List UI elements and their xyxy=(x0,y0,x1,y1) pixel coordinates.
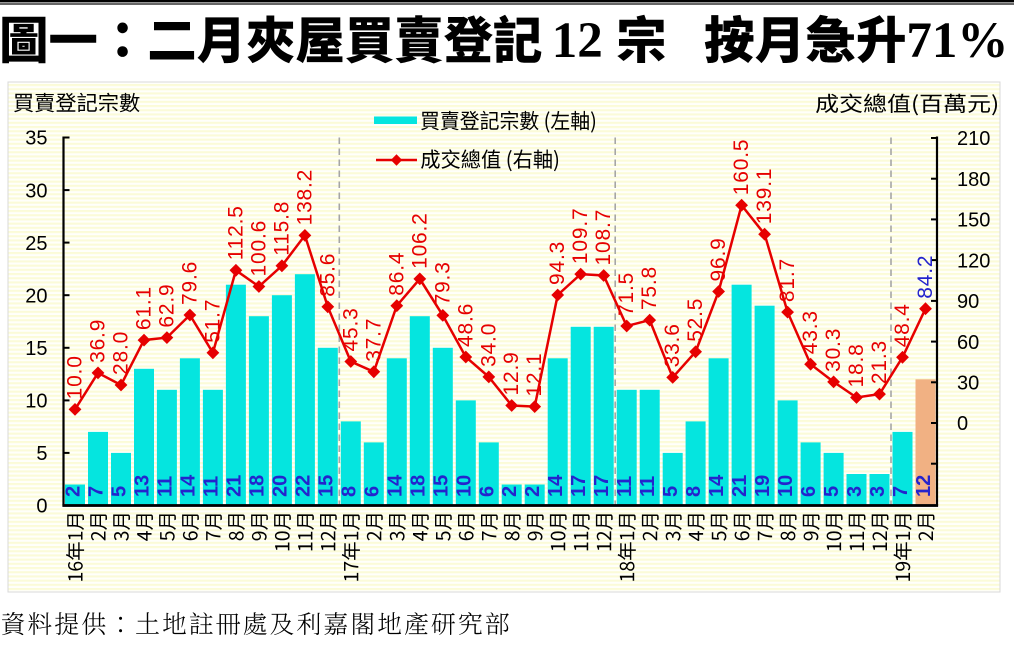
svg-text:19: 19 xyxy=(752,475,774,497)
svg-text:180: 180 xyxy=(957,169,990,191)
svg-text:30: 30 xyxy=(957,373,979,395)
svg-text:21: 21 xyxy=(223,475,245,497)
svg-text:3: 3 xyxy=(867,486,889,497)
svg-text:10: 10 xyxy=(453,475,475,497)
svg-text:17: 17 xyxy=(591,475,613,497)
svg-text:14: 14 xyxy=(706,474,728,497)
svg-text:21: 21 xyxy=(729,475,751,497)
svg-text:115.8: 115.8 xyxy=(270,201,293,256)
svg-text:15: 15 xyxy=(430,475,452,497)
svg-text:14: 14 xyxy=(384,474,406,497)
svg-text:71.5: 71.5 xyxy=(615,272,638,316)
svg-text:25: 25 xyxy=(25,233,47,255)
svg-text:0: 0 xyxy=(957,413,968,435)
svg-text:34.0: 34.0 xyxy=(477,323,500,367)
svg-text:36.9: 36.9 xyxy=(87,319,110,363)
svg-text:30.3: 30.3 xyxy=(822,328,845,372)
svg-text:15: 15 xyxy=(315,475,337,497)
svg-text:84.2: 84.2 xyxy=(914,255,937,299)
svg-text:43.3: 43.3 xyxy=(799,310,822,354)
svg-text:20: 20 xyxy=(25,285,47,307)
svg-text:6: 6 xyxy=(361,486,383,497)
svg-text:109.7: 109.7 xyxy=(569,208,592,265)
svg-text:12.1: 12.1 xyxy=(523,353,546,397)
svg-text:8: 8 xyxy=(683,486,705,497)
svg-text:12: 12 xyxy=(913,475,935,497)
svg-text:139.1: 139.1 xyxy=(753,168,776,225)
svg-text:112.5: 112.5 xyxy=(224,205,247,260)
svg-text:75.8: 75.8 xyxy=(638,266,661,310)
svg-text:100.6: 100.6 xyxy=(247,220,270,277)
svg-text:2: 2 xyxy=(63,486,85,497)
svg-text:2: 2 xyxy=(499,486,521,497)
svg-text:62.9: 62.9 xyxy=(155,284,178,328)
svg-text:150: 150 xyxy=(957,210,990,232)
svg-text:10: 10 xyxy=(25,391,47,413)
svg-text:7: 7 xyxy=(890,486,912,497)
svg-text:108.7: 108.7 xyxy=(592,209,615,266)
svg-text:35: 35 xyxy=(25,128,47,150)
svg-text:79.6: 79.6 xyxy=(178,261,201,305)
svg-text:86.4: 86.4 xyxy=(385,252,408,296)
svg-text:18.8: 18.8 xyxy=(845,343,868,387)
svg-text:11: 11 xyxy=(200,476,222,497)
svg-text:96.9: 96.9 xyxy=(707,237,730,281)
svg-text:45.3: 45.3 xyxy=(339,307,362,351)
svg-text:33.6: 33.6 xyxy=(661,323,684,367)
svg-text:15: 15 xyxy=(25,338,47,360)
svg-text:81.7: 81.7 xyxy=(776,258,799,302)
svg-text:11: 11 xyxy=(154,476,176,497)
svg-text:10: 10 xyxy=(775,475,797,497)
svg-text:138.2: 138.2 xyxy=(293,169,316,226)
svg-text:120: 120 xyxy=(957,250,990,272)
svg-text:210: 210 xyxy=(957,128,990,150)
svg-text:5: 5 xyxy=(660,486,682,497)
svg-text:160.5: 160.5 xyxy=(730,139,753,196)
svg-text:20: 20 xyxy=(269,475,291,497)
svg-text:6: 6 xyxy=(476,486,498,497)
svg-text:79.3: 79.3 xyxy=(431,261,454,305)
svg-text:11: 11 xyxy=(637,476,659,497)
svg-text:106.2: 106.2 xyxy=(408,212,431,269)
svg-text:30: 30 xyxy=(25,180,47,202)
svg-text:85.6: 85.6 xyxy=(316,253,339,297)
svg-text:71%: 71% xyxy=(906,13,1008,69)
svg-text:22: 22 xyxy=(292,475,314,497)
svg-text:14: 14 xyxy=(177,474,199,497)
svg-text:90: 90 xyxy=(957,291,979,313)
svg-text:5: 5 xyxy=(109,486,131,497)
svg-text:6: 6 xyxy=(798,486,820,497)
svg-text:52.5: 52.5 xyxy=(684,298,707,342)
svg-text:21.3: 21.3 xyxy=(868,340,891,384)
svg-text:8: 8 xyxy=(338,486,360,497)
svg-text:51.7: 51.7 xyxy=(201,299,224,343)
svg-text:61.1: 61.1 xyxy=(133,286,156,330)
svg-text:0: 0 xyxy=(36,496,47,518)
svg-text:7: 7 xyxy=(86,486,108,497)
svg-text:37.7: 37.7 xyxy=(362,318,385,362)
svg-text:18: 18 xyxy=(246,475,268,497)
svg-text:17: 17 xyxy=(568,475,590,497)
svg-text:12: 12 xyxy=(552,13,603,69)
svg-text:94.3: 94.3 xyxy=(546,241,569,285)
svg-text:11: 11 xyxy=(614,476,636,497)
svg-text:28.0: 28.0 xyxy=(110,331,133,375)
svg-text:14: 14 xyxy=(545,474,567,497)
svg-text:3: 3 xyxy=(844,486,866,497)
svg-text:13: 13 xyxy=(132,475,154,497)
svg-text:10.0: 10.0 xyxy=(64,355,87,399)
svg-text:18: 18 xyxy=(407,475,429,497)
svg-text:48.4: 48.4 xyxy=(891,303,914,347)
svg-text:60: 60 xyxy=(957,332,979,354)
svg-text:12.9: 12.9 xyxy=(500,351,523,395)
svg-text:5: 5 xyxy=(36,443,47,465)
svg-text:48.6: 48.6 xyxy=(454,303,477,347)
svg-text:2: 2 xyxy=(522,486,544,497)
svg-text:5: 5 xyxy=(821,486,843,497)
